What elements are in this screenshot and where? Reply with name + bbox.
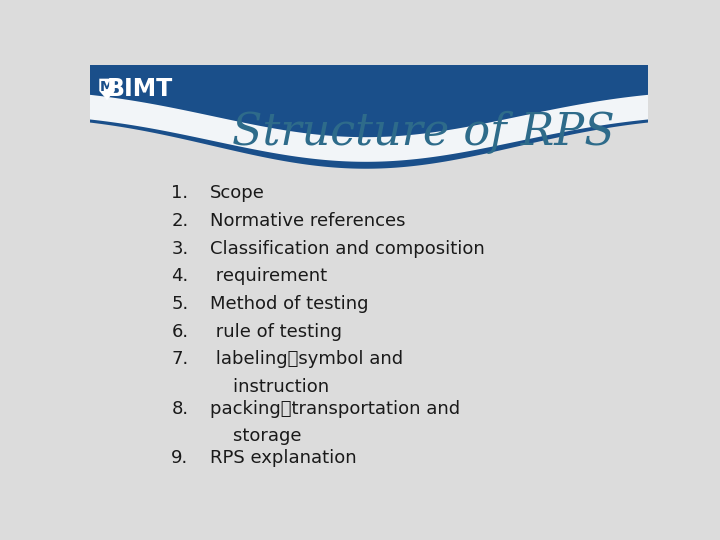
Text: 4.: 4. [171, 267, 189, 285]
Text: requirement: requirement [210, 267, 328, 285]
Text: Method of testing: Method of testing [210, 295, 369, 313]
Text: Structure of RPS: Structure of RPS [232, 111, 615, 154]
Text: Scope: Scope [210, 184, 265, 202]
Text: 8.: 8. [171, 400, 189, 418]
Text: 3.: 3. [171, 240, 189, 258]
Text: instruction: instruction [210, 378, 329, 396]
Text: BIMT: BIMT [107, 77, 174, 102]
Text: M: M [100, 80, 114, 94]
Text: 5.: 5. [171, 295, 189, 313]
Text: storage: storage [210, 428, 302, 445]
Text: Classification and composition: Classification and composition [210, 240, 485, 258]
Text: RPS explanation: RPS explanation [210, 449, 356, 467]
Text: labeling、symbol and: labeling、symbol and [210, 350, 403, 368]
Polygon shape [99, 79, 114, 100]
Text: packing、transportation and: packing、transportation and [210, 400, 460, 418]
Polygon shape [90, 95, 648, 162]
Text: 1.: 1. [171, 184, 189, 202]
Text: Normative references: Normative references [210, 212, 405, 230]
Text: 2.: 2. [171, 212, 189, 230]
Text: rule of testing: rule of testing [210, 323, 342, 341]
Text: 9.: 9. [171, 449, 189, 467]
Text: 7.: 7. [171, 350, 189, 368]
Text: 6.: 6. [171, 323, 189, 341]
Polygon shape [90, 65, 648, 168]
